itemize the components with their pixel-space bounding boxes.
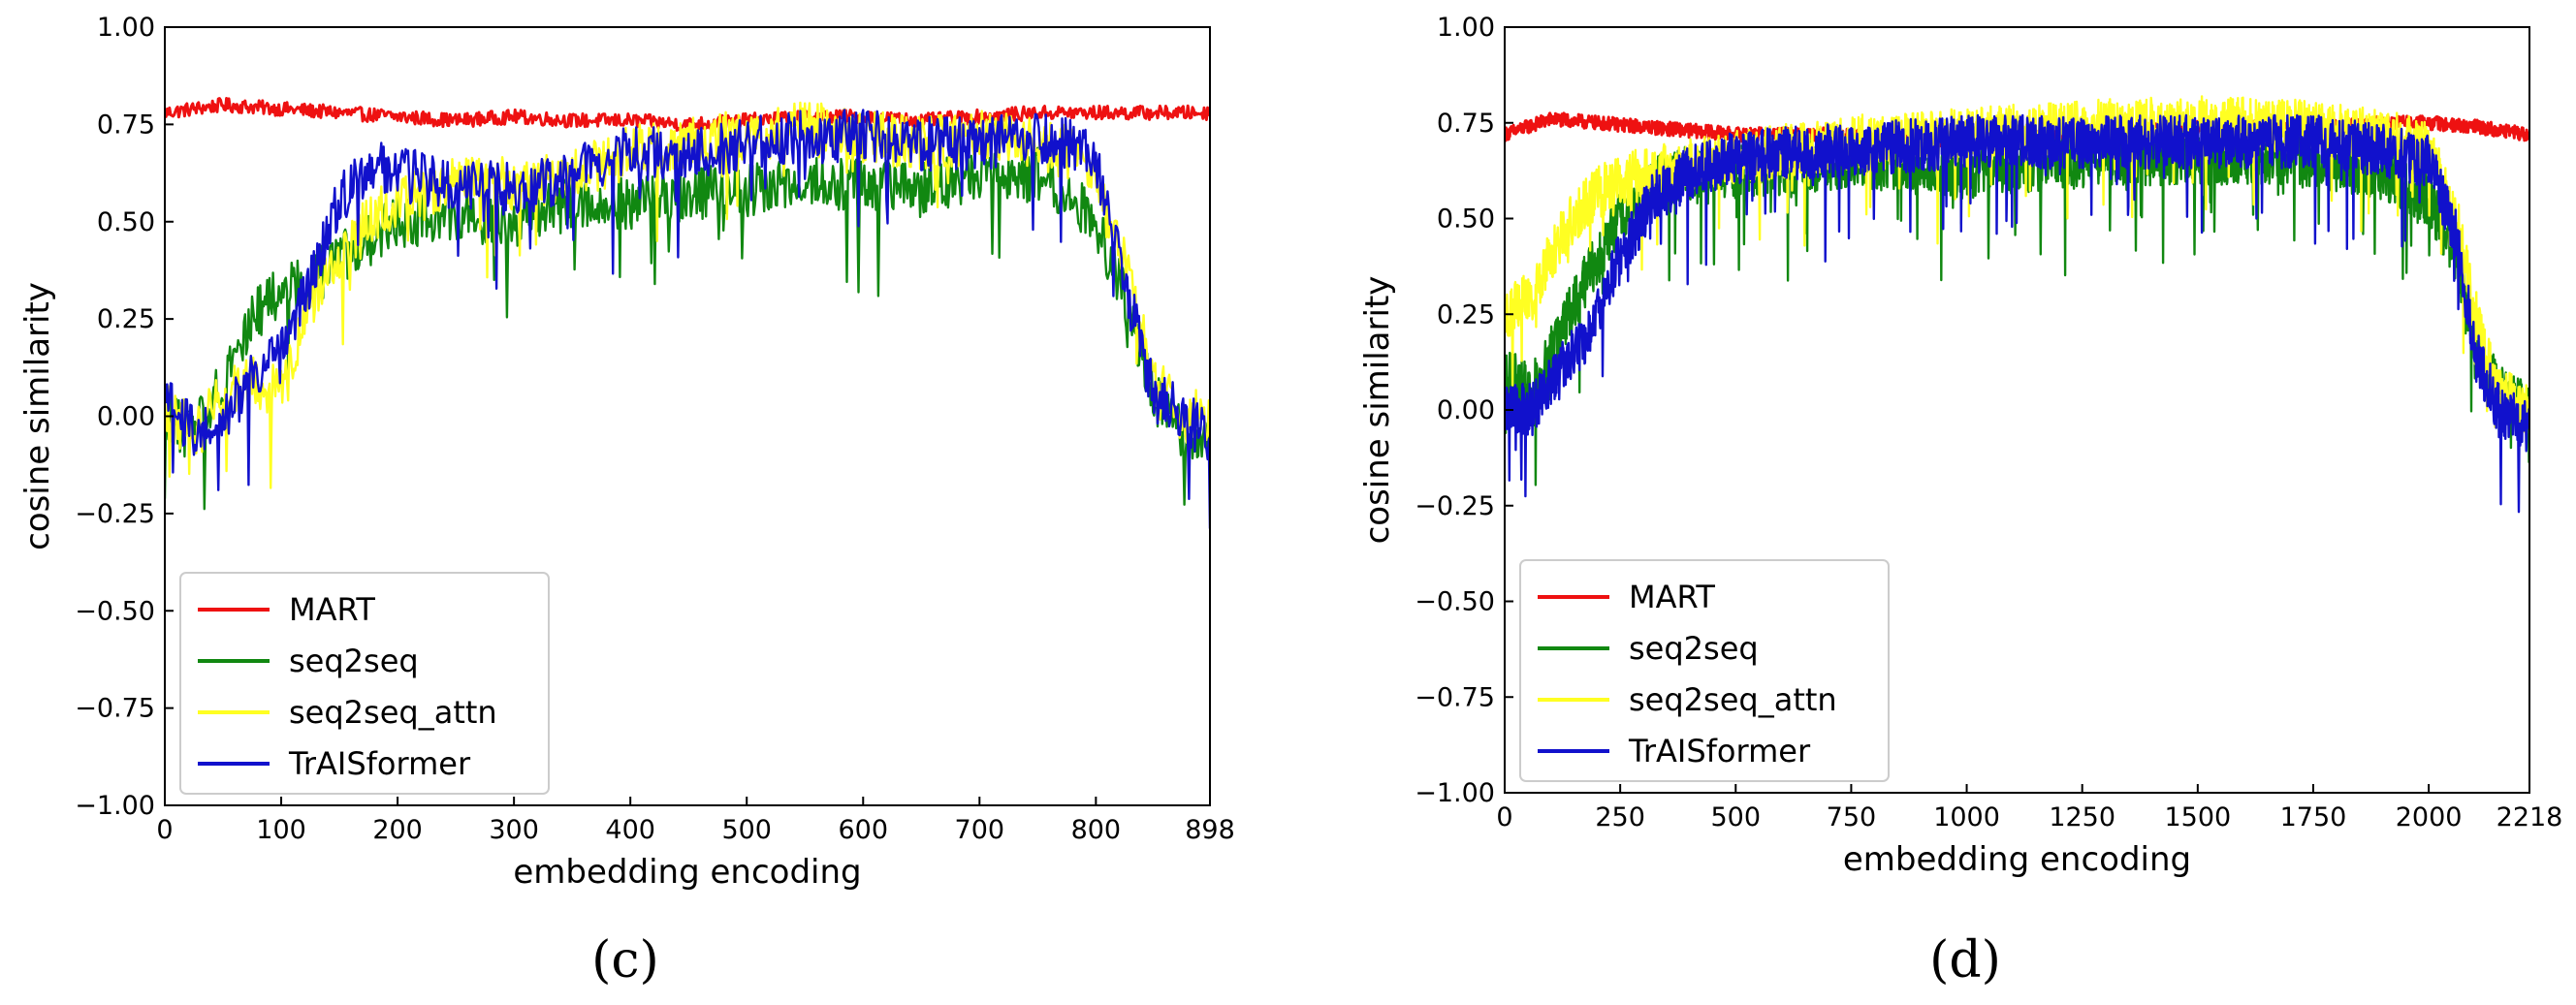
legend-item-seq2seq-attn: seq2seq_attn bbox=[1538, 681, 1837, 718]
legend-label: MART bbox=[1629, 579, 1715, 615]
x-axis-label: embedding encoding bbox=[1843, 840, 2191, 879]
legend-item-seq2seq: seq2seq bbox=[1538, 630, 1759, 667]
x-tick-label: 1250 bbox=[2049, 802, 2115, 832]
x-tick-label: 300 bbox=[489, 815, 539, 845]
y-tick-label: −0.50 bbox=[75, 596, 155, 626]
x-tick-label: 2218 bbox=[2496, 802, 2563, 832]
y-tick-label: 0.50 bbox=[1437, 204, 1495, 235]
y-tick-label: 0.25 bbox=[1437, 299, 1495, 330]
y-tick-label: 1.00 bbox=[1437, 13, 1495, 43]
legend-box bbox=[1519, 559, 1890, 782]
y-tick-label: 0.75 bbox=[97, 110, 155, 140]
series-line-seq2seq-attn bbox=[165, 101, 1210, 489]
legend-label: seq2seq bbox=[1629, 630, 1759, 667]
x-tick-label: 500 bbox=[1711, 802, 1762, 832]
legend-box bbox=[179, 572, 550, 795]
chart-panel-c: 0 100 200 300 400 500 600 700 800 898 1.00 0.75 0.50… bbox=[18, 13, 1235, 989]
x-tick-label: 400 bbox=[605, 815, 655, 845]
x-tick-label: 1750 bbox=[2280, 802, 2347, 832]
legend: MART seq2seq seq2seq_attn TrAISformer bbox=[179, 572, 550, 795]
legend-label: TrAISformer bbox=[1628, 733, 1811, 769]
x-tick-label: 0 bbox=[1496, 802, 1512, 832]
series-lines bbox=[1505, 95, 2529, 514]
x-tick-label: 0 bbox=[156, 815, 173, 845]
legend-item-seq2seq: seq2seq bbox=[198, 643, 419, 679]
x-tick-label: 600 bbox=[838, 815, 888, 845]
series-line-TrAISformer bbox=[165, 109, 1210, 529]
x-tick-label: 1000 bbox=[1933, 802, 2000, 832]
x-tick-label: 800 bbox=[1071, 815, 1122, 845]
x-axis-label: embedding encoding bbox=[513, 853, 861, 892]
x-tick-label: 100 bbox=[256, 815, 306, 845]
y-tick-label: −1.00 bbox=[75, 791, 155, 821]
y-tick-label: −0.75 bbox=[1415, 682, 1495, 712]
y-tick-label: 0.00 bbox=[97, 402, 155, 432]
panel-label: (c) bbox=[591, 931, 659, 989]
chart-panel-d: 0 250 500 750 1000 1250 1500 1750 2000 2218 1.00 0.… bbox=[1358, 13, 2562, 989]
legend-item-TrAISformer: TrAISformer bbox=[1538, 733, 1811, 769]
x-tick-label: 898 bbox=[1185, 815, 1235, 845]
y-tick-label: −0.25 bbox=[75, 499, 155, 529]
legend-label: TrAISformer bbox=[288, 745, 471, 782]
x-tick-label: 500 bbox=[721, 815, 772, 845]
x-tick-label: 2000 bbox=[2396, 802, 2463, 832]
y-tick-label: 0.75 bbox=[1437, 109, 1495, 139]
legend-label: MART bbox=[289, 591, 375, 628]
y-tick-label: −0.25 bbox=[1415, 491, 1495, 521]
y-tick-label: 0.50 bbox=[97, 207, 155, 237]
y-tick-label: 1.00 bbox=[97, 13, 155, 43]
y-axis-label: cosine similarity bbox=[18, 282, 57, 550]
legend-item-TrAISformer: TrAISformer bbox=[198, 745, 471, 782]
series-line-MART bbox=[165, 97, 1210, 133]
y-tick-label: −0.75 bbox=[75, 694, 155, 724]
legend-item-seq2seq-attn: seq2seq_attn bbox=[198, 694, 497, 731]
y-tick-label: −1.00 bbox=[1415, 778, 1495, 808]
x-tick-label: 700 bbox=[955, 815, 1005, 845]
series-line-TrAISformer bbox=[1505, 113, 2529, 514]
legend-label: seq2seq_attn bbox=[289, 694, 497, 731]
panel-label: (d) bbox=[1929, 931, 2001, 989]
x-tick-label: 200 bbox=[372, 815, 423, 845]
y-tick-label: 0.25 bbox=[97, 304, 155, 334]
x-tick-label: 250 bbox=[1595, 802, 1645, 832]
legend-item-MART: MART bbox=[1538, 579, 1715, 615]
legend-label: seq2seq bbox=[289, 643, 419, 679]
y-axis-label: cosine similarity bbox=[1358, 276, 1397, 545]
y-tick-label: 0.00 bbox=[1437, 395, 1495, 425]
legend: MART seq2seq seq2seq_attn TrAISformer bbox=[1519, 559, 1890, 782]
legend-label: seq2seq_attn bbox=[1629, 681, 1837, 718]
legend-item-MART: MART bbox=[198, 591, 375, 628]
x-tick-label: 1500 bbox=[2164, 802, 2231, 832]
series-lines bbox=[165, 97, 1210, 529]
y-tick-label: −0.50 bbox=[1415, 587, 1495, 617]
series-line-seq2seq bbox=[165, 146, 1210, 511]
x-tick-label: 750 bbox=[1827, 802, 1877, 832]
